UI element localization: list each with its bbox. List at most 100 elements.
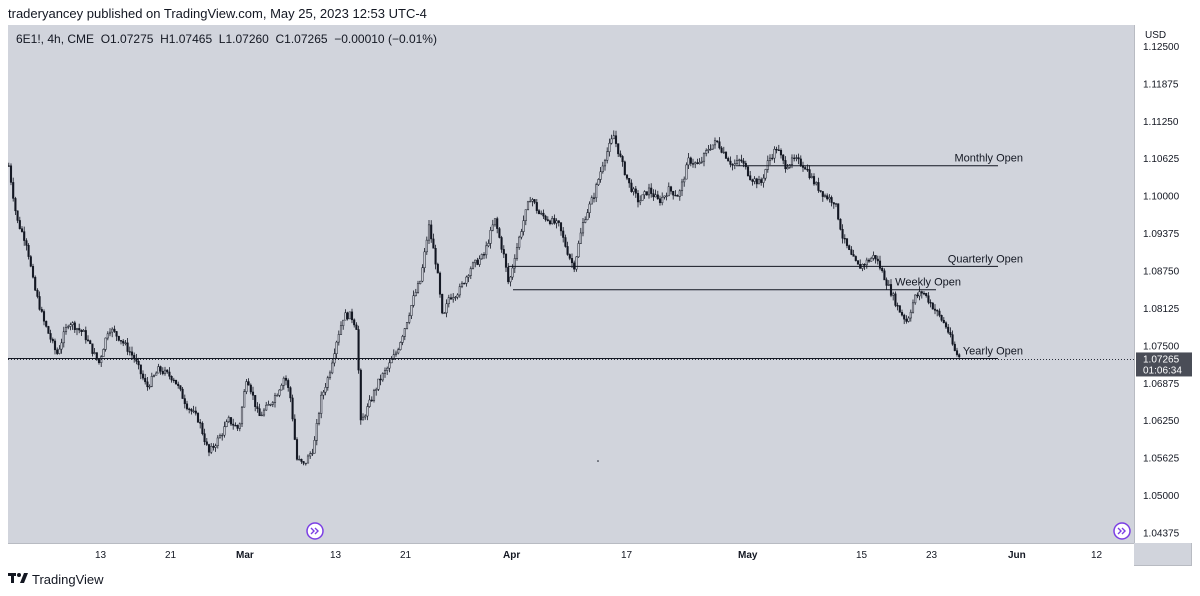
candle-body (155, 372, 158, 376)
candle-body (920, 291, 923, 294)
candle-body (566, 246, 569, 255)
candle-body (126, 342, 129, 352)
candle-body (559, 222, 563, 232)
candle-body (581, 222, 585, 234)
candle-body (249, 384, 252, 393)
candle-body (746, 166, 750, 176)
candle-body (460, 282, 464, 287)
candle-body (276, 395, 279, 397)
candle-body (639, 200, 642, 203)
candle-body (493, 218, 497, 226)
candle-body (42, 311, 46, 322)
candle-body (894, 293, 897, 306)
candle-body (744, 163, 747, 168)
candle-body (733, 163, 736, 166)
candle-body (841, 229, 844, 239)
candle-body (278, 389, 281, 396)
candle-body (709, 148, 712, 151)
time-axis[interactable]: 13 21 Mar 13 21 Apr 17 May 15 23 Jun 12 (8, 543, 1134, 566)
level-label: Quarterly Open (948, 253, 1023, 265)
candle-body (236, 425, 239, 429)
candle-body (282, 377, 285, 386)
candle-body (201, 422, 204, 434)
plot-area[interactable]: Monthly Open Quarterly Open Weekly Open Yea… (7, 25, 1134, 543)
candle-body (927, 295, 930, 303)
candle-body (771, 157, 774, 160)
candle-body (372, 390, 376, 401)
candle-body (731, 164, 734, 166)
level-label: Yearly Open (963, 346, 1023, 358)
candle-body (522, 220, 525, 232)
candle-body (168, 371, 171, 377)
candlestick-chart[interactable]: Monthly Open Quarterly Open Weekly Open Yea… (7, 25, 1134, 543)
scroll-to-realtime-icon[interactable] (306, 522, 324, 540)
candle-body (504, 253, 508, 268)
candle-body (777, 149, 780, 151)
candle-body (381, 373, 384, 381)
candle-body (812, 176, 816, 185)
candle-body (210, 446, 213, 453)
candle-body (478, 258, 481, 265)
candle-body (570, 258, 574, 264)
candle-body (150, 376, 153, 387)
candle-body (196, 413, 200, 423)
candle-body (515, 247, 519, 259)
candle-body (628, 177, 631, 184)
candle-body (394, 352, 398, 355)
candle-body (810, 176, 813, 179)
candle-body (852, 254, 855, 257)
candle-body (293, 418, 296, 440)
candle-body (806, 168, 809, 171)
candle-body (705, 150, 708, 154)
x-tick-label: 21 (165, 550, 177, 561)
candle-body (548, 220, 552, 224)
candle-body (427, 224, 431, 241)
x-tick-label: 17 (621, 550, 633, 561)
tradingview-logo-icon (8, 572, 28, 587)
candle-body (885, 279, 888, 286)
candle-body (925, 293, 928, 297)
candle-body (177, 383, 180, 386)
candle-body (526, 201, 530, 210)
candle-body (106, 333, 109, 339)
y-tick-label: 1.10000 (1143, 192, 1180, 203)
candle-body (892, 293, 895, 296)
candle-body (47, 326, 50, 334)
candle-body (172, 379, 175, 382)
candle-body (720, 147, 723, 153)
candle-body (872, 255, 875, 259)
candle-body (784, 160, 787, 170)
candle-body (617, 143, 620, 155)
y-tick-label: 1.12500 (1143, 42, 1180, 53)
candle-body (636, 193, 640, 203)
candle-body (630, 182, 633, 192)
candle-body (694, 162, 697, 165)
candle-body (430, 224, 433, 240)
scroll-to-realtime-icon[interactable] (1113, 522, 1131, 540)
candle-body (867, 259, 871, 262)
candle-body (458, 286, 461, 296)
price-axis[interactable]: USD 1.12500 1.11875 1.11250 1.10625 1.10000 1.… (1134, 25, 1193, 543)
candle-body (339, 325, 343, 335)
candle-body (775, 148, 778, 151)
candle-body (793, 157, 796, 159)
candle-body (509, 276, 512, 283)
y-tick-label: 1.08125 (1143, 304, 1180, 315)
x-tick-label: 13 (95, 550, 107, 561)
candle-body (887, 284, 890, 286)
candle-body (97, 359, 101, 363)
candle-body (141, 373, 145, 379)
candle-body (78, 328, 81, 331)
candle-body (287, 380, 290, 388)
candle-body (663, 195, 666, 198)
candle-body (735, 159, 739, 164)
candle-body (166, 369, 169, 373)
candle-body (434, 247, 437, 265)
y-tick-label: 1.11250 (1143, 117, 1179, 128)
candle-body (62, 331, 65, 344)
y-tick-label: 1.05625 (1143, 454, 1180, 465)
candle-body (67, 326, 70, 328)
candle-body (234, 425, 237, 427)
candle-body (601, 165, 604, 173)
candle-body (423, 251, 426, 268)
